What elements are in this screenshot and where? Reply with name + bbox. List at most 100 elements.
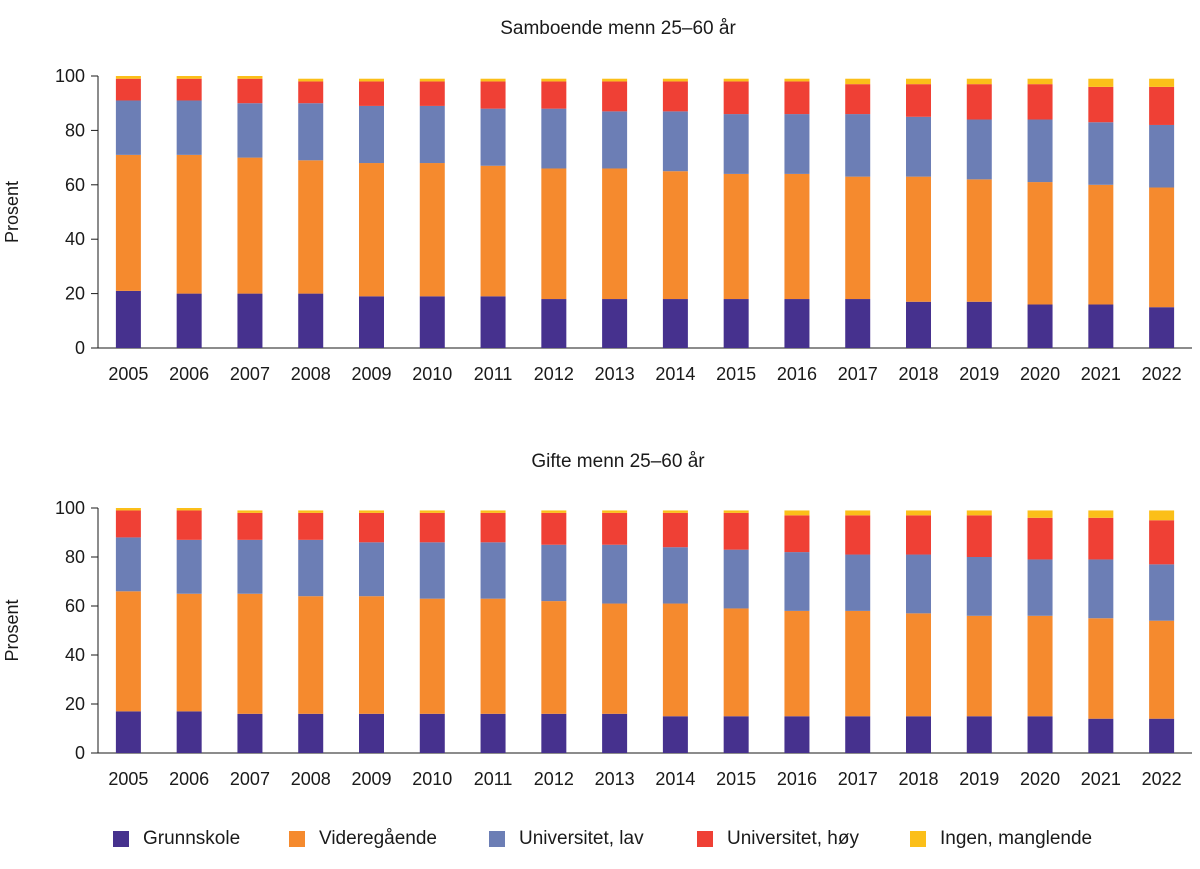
bar-segment-univ_lav-2009 (359, 542, 384, 597)
bar-segment-univ_hoy-2022 (1149, 86, 1175, 125)
y-tick-label: 40 (65, 645, 85, 665)
x-tick-label: 2013 (595, 769, 635, 789)
x-tick-label: 2017 (838, 364, 878, 384)
bar-segment-ingen-2020 (1027, 78, 1053, 85)
bar-segment-grunnskole-2008 (298, 713, 324, 753)
bar-segment-grunnskole-2020 (1027, 716, 1053, 753)
bar-segment-univ_hoy-2020 (1027, 517, 1053, 560)
bar-segment-univ_hoy-2017 (845, 515, 871, 555)
x-tick-label: 2005 (108, 364, 148, 384)
bar-segment-grunnskole-2018 (906, 716, 931, 753)
bar-segment-univ_hoy-2018 (906, 84, 931, 117)
bar-segment-ingen-2017 (845, 78, 871, 85)
bar-segment-univ_hoy-2020 (1027, 84, 1053, 120)
bar-segment-videregaende-2015 (723, 173, 749, 300)
bar-segment-univ_lav-2020 (1027, 119, 1053, 183)
bar-segment-univ_hoy-2015 (723, 81, 749, 115)
bar-segment-grunnskole-2018 (906, 301, 931, 348)
x-tick-label: 2010 (412, 364, 452, 384)
legend-label: Grunnskole (143, 828, 241, 849)
bar-segment-univ_lav-2006 (176, 539, 202, 594)
bar-segment-ingen-2013 (602, 510, 628, 513)
x-tick-label: 2017 (838, 769, 878, 789)
bar-segment-videregaende-2005 (115, 154, 141, 291)
bar-segment-univ_lav-2021 (1088, 559, 1114, 619)
bar-segment-videregaende-2014 (662, 171, 688, 300)
legend-label: Universitet, høy (727, 828, 859, 849)
bar-segment-ingen-2018 (906, 78, 931, 85)
bar-segment-ingen-2009 (359, 78, 384, 82)
legend-item-univ-lav: Universitet, lav (489, 828, 644, 850)
bar-segment-univ_lav-2008 (298, 103, 324, 161)
bar-segment-videregaende-2008 (298, 596, 324, 714)
legend-swatch-videregaende (289, 831, 305, 847)
bar-segment-univ_hoy-2009 (359, 512, 384, 543)
bar-segment-ingen-2010 (419, 78, 445, 82)
bar-segment-grunnskole-2007 (237, 713, 263, 753)
bar-segment-ingen-2005 (115, 508, 141, 511)
legend-item-univ-hoy: Universitet, høy (697, 828, 859, 850)
legend-swatch-grunnskole (113, 831, 129, 847)
bar-segment-grunnskole-2012 (541, 299, 567, 348)
bar-segment-videregaende-2011 (480, 598, 506, 714)
bar-segment-univ_lav-2016 (784, 114, 810, 174)
bar-segment-univ_hoy-2007 (237, 78, 263, 104)
bar-segment-videregaende-2015 (723, 608, 749, 717)
bar-segment-grunnskole-2016 (784, 716, 810, 753)
x-tick-label: 2014 (655, 769, 695, 789)
bar-segment-univ_lav-2010 (419, 542, 445, 599)
y-tick-label: 20 (65, 284, 85, 304)
bar-segment-ingen-2018 (906, 510, 931, 516)
bar-segment-grunnskole-2007 (237, 293, 263, 348)
x-tick-label: 2016 (777, 769, 817, 789)
chart-title: Gifte menn 25–60 år (531, 451, 705, 472)
x-tick-label: 2008 (291, 364, 331, 384)
x-tick-label: 2014 (655, 364, 695, 384)
bar-segment-univ_hoy-2012 (541, 512, 567, 545)
bar-segment-univ_hoy-2014 (662, 81, 688, 112)
bar-segment-ingen-2017 (845, 510, 871, 516)
bar-segment-ingen-2015 (723, 78, 749, 82)
bar-segment-ingen-2016 (784, 510, 810, 516)
bar-segment-grunnskole-2009 (359, 296, 384, 348)
legend-swatch-ingen (910, 831, 926, 847)
bar-segment-videregaende-2016 (784, 610, 810, 717)
bar-segment-univ_hoy-2008 (298, 81, 324, 104)
bar-segment-videregaende-2020 (1027, 615, 1053, 717)
x-tick-label: 2019 (959, 769, 999, 789)
bar-segment-ingen-2007 (237, 510, 263, 513)
legend-swatch-univ-hoy (697, 831, 713, 847)
bar-segment-univ_lav-2022 (1149, 124, 1175, 188)
bar-segment-univ_hoy-2018 (906, 515, 931, 555)
bar-segment-grunnskole-2021 (1088, 304, 1114, 348)
bar-segment-grunnskole-2015 (723, 299, 749, 348)
bar-segment-ingen-2019 (966, 78, 992, 85)
bar-segment-ingen-2011 (480, 510, 506, 513)
bar-segment-univ_hoy-2008 (298, 512, 324, 540)
bar-segment-ingen-2014 (662, 510, 688, 513)
bar-segment-ingen-2009 (359, 510, 384, 513)
bar-segment-univ_hoy-2014 (662, 512, 688, 548)
plot-area: 0 20 40 60 80 100 2005 2006 2007 2008 2009 2010 2011… (55, 498, 1192, 789)
bar-segment-grunnskole-2016 (784, 299, 810, 348)
bar-segment-videregaende-2019 (966, 615, 992, 717)
bar-segment-univ_hoy-2022 (1149, 520, 1175, 565)
bar-segment-univ_lav-2014 (662, 111, 688, 172)
bar-segment-videregaende-2006 (176, 593, 202, 712)
bar-segment-grunnskole-2020 (1027, 304, 1053, 348)
bar-segment-univ_lav-2011 (480, 108, 506, 166)
bar-segment-univ_lav-2019 (966, 557, 992, 616)
bar-segment-grunnskole-2011 (480, 296, 506, 348)
bar-segment-videregaende-2017 (845, 176, 871, 300)
chart-gifte: Gifte menn 25–60 år Prosent 0 20 40 60 80 100… (2, 451, 1192, 789)
bar-segment-ingen-2022 (1149, 510, 1175, 521)
bar-segment-univ_hoy-2019 (966, 515, 992, 557)
y-axis-label: Prosent (2, 181, 22, 243)
bar-segment-ingen-2012 (541, 78, 567, 82)
y-tick-label: 20 (65, 694, 85, 714)
bar-segment-univ_hoy-2010 (419, 512, 445, 543)
y-tick-label: 60 (65, 596, 85, 616)
bar-segment-grunnskole-2017 (845, 299, 871, 348)
bar-segment-grunnskole-2006 (176, 293, 202, 348)
